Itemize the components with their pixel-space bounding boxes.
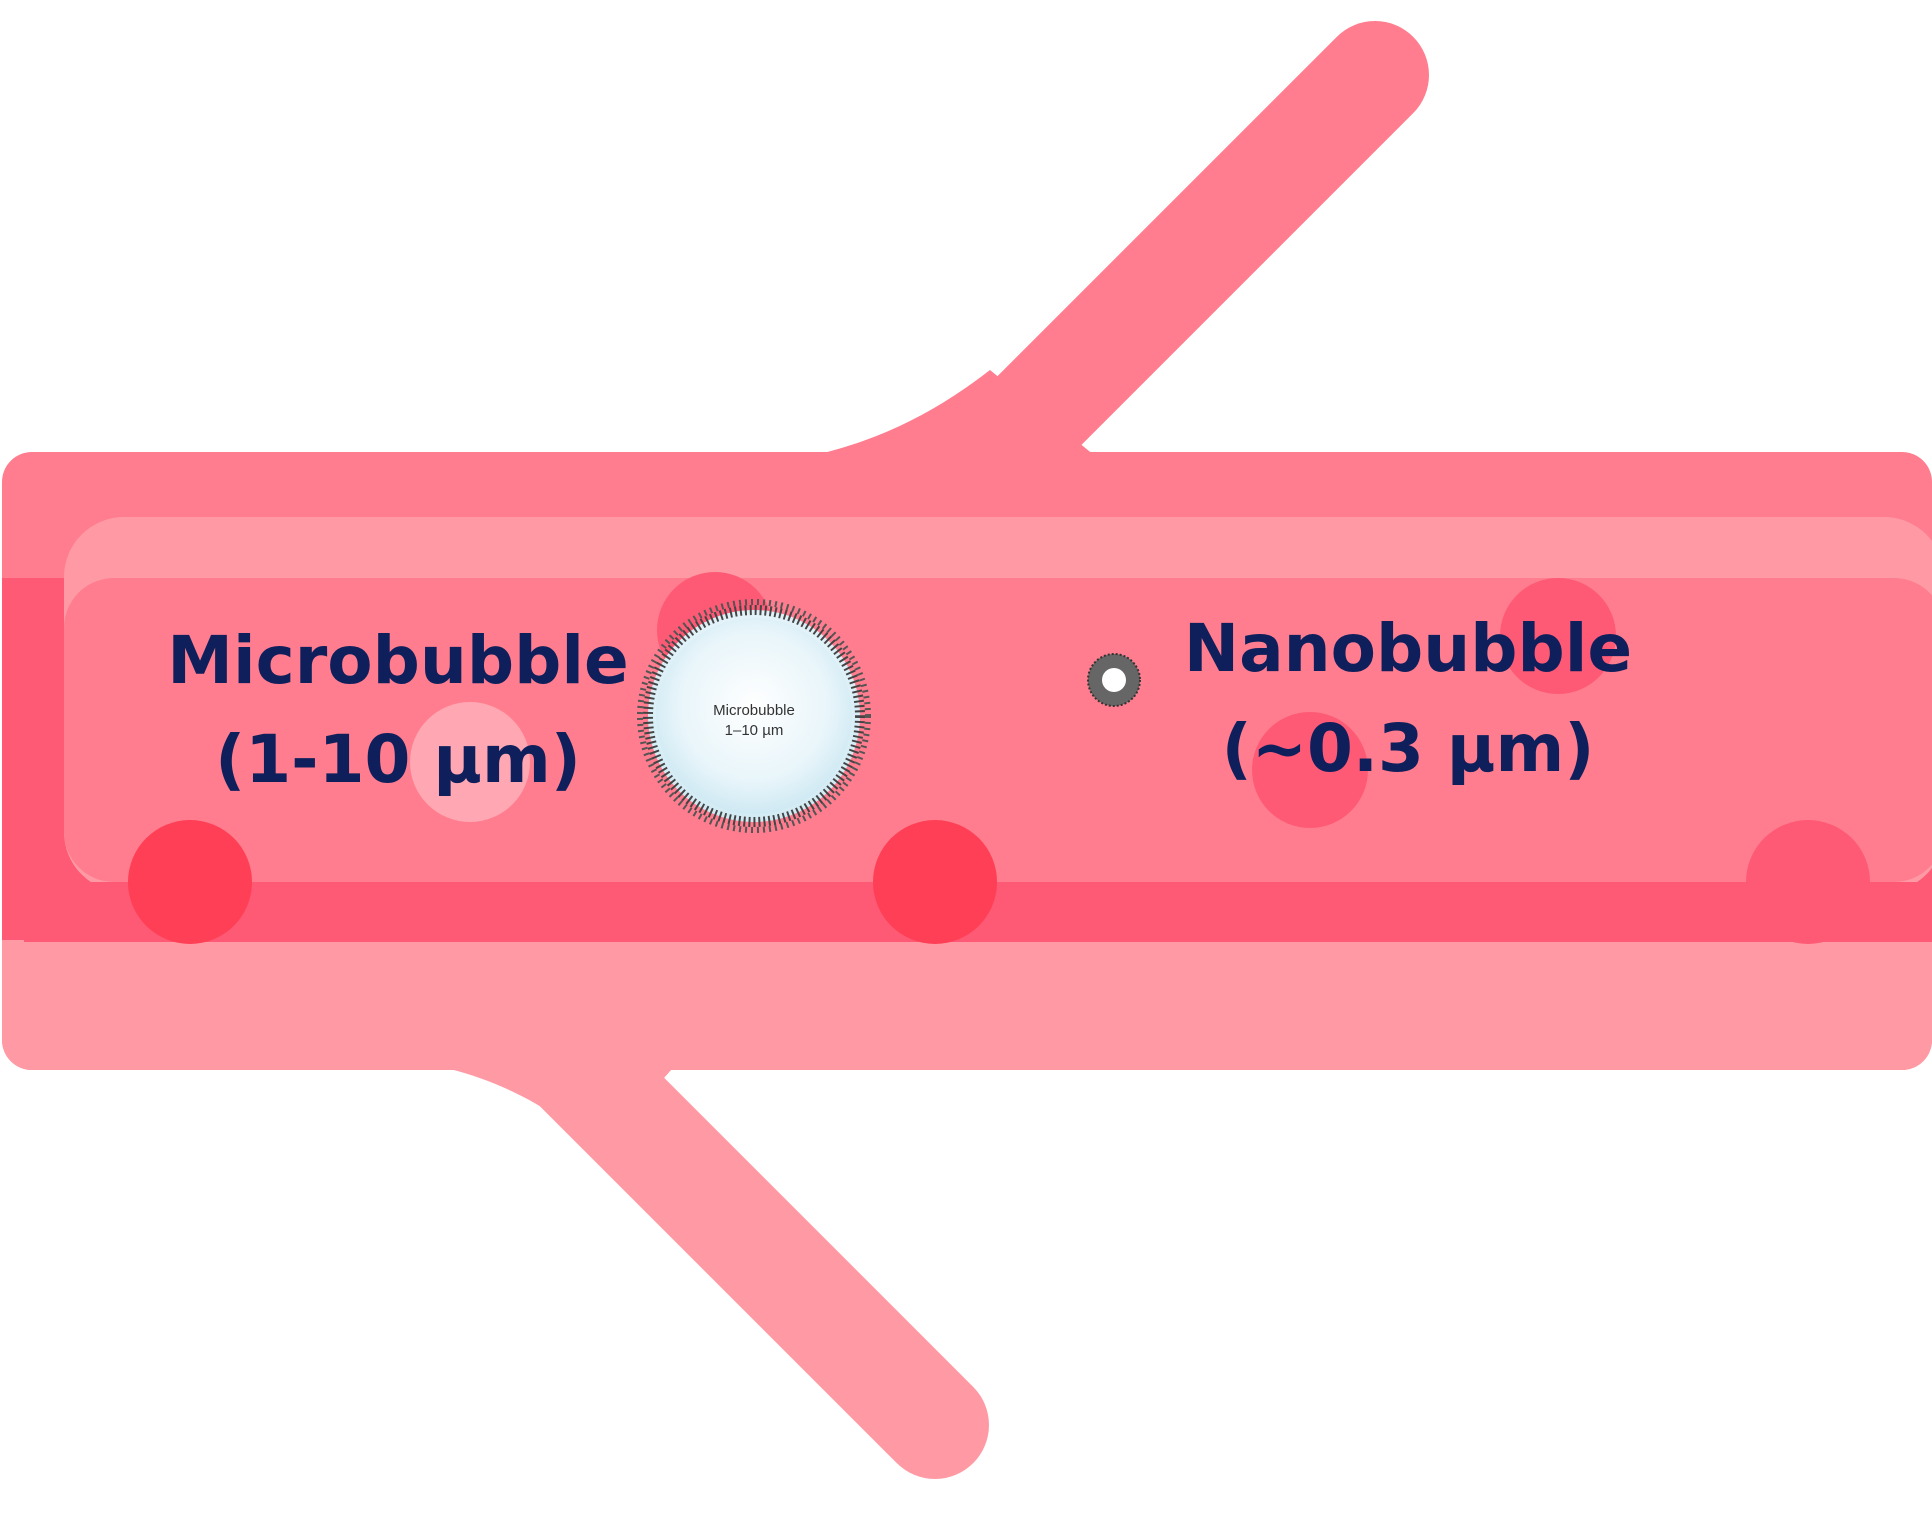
main-vessel bbox=[2, 452, 1932, 1070]
upper-branch bbox=[720, 21, 1429, 544]
microbubble-shell-outer bbox=[637, 599, 871, 833]
nanobubble-size-label: (~0.3 µm) bbox=[1222, 710, 1595, 787]
nanobubble bbox=[1087, 653, 1141, 707]
microbubble: Microbubble 1–10 µm bbox=[637, 599, 871, 833]
nanobubble-core bbox=[1102, 668, 1126, 692]
blood-cell-pale bbox=[410, 702, 530, 822]
blood-cell bbox=[128, 820, 252, 944]
microbubble-core bbox=[656, 618, 852, 814]
blood-cell bbox=[873, 820, 997, 944]
microbubble-inner-title: Microbubble bbox=[713, 702, 795, 719]
lower-branch bbox=[300, 976, 989, 1479]
blood-cell bbox=[1746, 820, 1870, 944]
microbubble-label: Microbubble bbox=[167, 622, 628, 699]
blood-cell bbox=[1500, 578, 1616, 694]
nanobubble-label: Nanobubble bbox=[1184, 610, 1632, 687]
microbubble-inner-size: 1–10 µm bbox=[725, 722, 784, 739]
vessel-wall-lower bbox=[2, 940, 1932, 1070]
vessel-lumen bbox=[64, 578, 1932, 882]
blood-cell bbox=[1252, 712, 1368, 828]
microbubble-size-label: (1-10 µm) bbox=[215, 721, 581, 798]
